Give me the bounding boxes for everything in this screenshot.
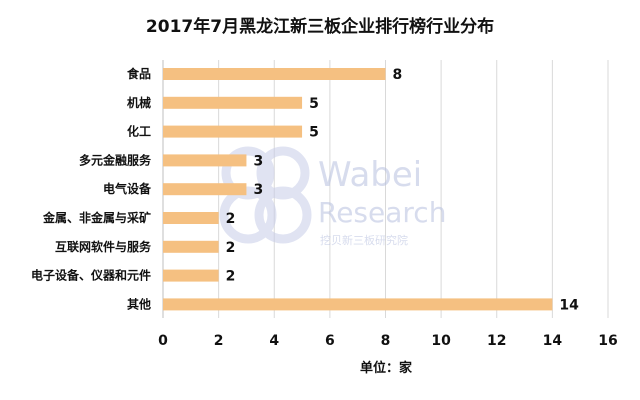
bar bbox=[163, 212, 219, 224]
category-label: 金属、非金属与采矿 bbox=[42, 210, 151, 225]
x-tick-label: 8 bbox=[381, 333, 391, 349]
category-label: 互联网软件与服务 bbox=[55, 239, 152, 254]
bar bbox=[163, 298, 553, 311]
x-tick-label: 14 bbox=[543, 333, 563, 349]
watermark-brand: Wabei bbox=[318, 155, 422, 195]
category-label: 电气设备 bbox=[103, 181, 152, 196]
data-label: 8 bbox=[393, 67, 403, 83]
bar bbox=[163, 125, 303, 138]
data-label: 5 bbox=[309, 125, 319, 141]
category-label: 多元金融服务 bbox=[79, 152, 152, 167]
watermark-cn: 挖贝新三板研究院 bbox=[320, 233, 408, 247]
bar bbox=[163, 183, 247, 196]
x-tick-label: 16 bbox=[598, 333, 617, 349]
data-label: 14 bbox=[559, 297, 579, 313]
x-tick-label: 12 bbox=[487, 333, 506, 349]
data-label: 3 bbox=[253, 153, 263, 169]
bar-series bbox=[163, 68, 553, 311]
x-axis-title: 单位：家 bbox=[360, 360, 413, 376]
data-labels: 8 5 5 3 3 2 2 2 14 bbox=[226, 67, 579, 313]
x-tick-label: 6 bbox=[325, 333, 335, 349]
data-label: 5 bbox=[309, 96, 319, 112]
watermark: Wabei Research 挖贝新三板研究院 bbox=[219, 146, 446, 247]
watermark-sub: Research bbox=[318, 196, 446, 229]
category-label: 机械 bbox=[127, 95, 151, 110]
category-labels: 食品机械化工多元金融服务电气设备金属、非金属与采矿互联网软件与服务电子设备、仪器… bbox=[31, 66, 152, 311]
data-label: 2 bbox=[226, 269, 236, 285]
data-label: 2 bbox=[226, 211, 236, 227]
watermark-logo bbox=[219, 146, 312, 244]
category-label: 电子设备、仪器和元件 bbox=[31, 268, 151, 283]
bar bbox=[163, 240, 219, 253]
bar bbox=[163, 154, 247, 167]
bar bbox=[163, 269, 219, 282]
bar bbox=[163, 96, 303, 109]
data-label: 2 bbox=[226, 240, 236, 256]
category-label: 食品 bbox=[126, 66, 151, 81]
x-tick-label: 0 bbox=[158, 333, 168, 349]
x-tick-label: 4 bbox=[269, 333, 279, 349]
bar bbox=[163, 68, 386, 80]
x-tick-label: 2 bbox=[214, 333, 224, 349]
data-label: 3 bbox=[253, 182, 263, 198]
category-label: 化工 bbox=[127, 124, 151, 139]
category-label: 其他 bbox=[127, 296, 151, 311]
x-tick-label: 10 bbox=[431, 333, 451, 349]
chart-title: 2017年7月黑龙江新三板企业排行榜行业分布 bbox=[146, 16, 494, 37]
x-tick-labels: 0 2 4 6 8 10 12 14 16 bbox=[158, 333, 618, 349]
